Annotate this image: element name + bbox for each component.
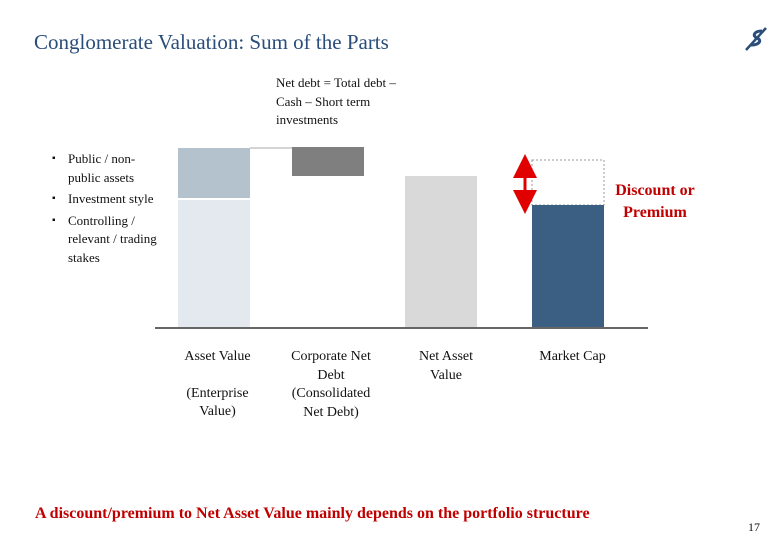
bullet-item: ▪ Public / non-public assets: [52, 151, 136, 185]
discount-premium-label: Discount or Premium: [615, 182, 695, 221]
company-logo-icon: [745, 27, 767, 51]
premium-outline: [531, 159, 605, 206]
net-debt-label: Corporate Net Debt (Consolidated Net Deb…: [291, 349, 371, 420]
market-cap-label: Market Cap: [539, 349, 606, 364]
page-number: 17: [748, 520, 760, 534]
asset-value-bar-upper: [178, 148, 250, 200]
bullet-list: ▪ Public / non-public assets ▪ Investment …: [52, 150, 167, 270]
asset-value-label: Asset Value (Enterprise Value): [184, 349, 251, 419]
market-cap-bar: [532, 205, 604, 328]
bullet-item: ▪ Controlling / relevant / trading stakes: [52, 212, 157, 265]
asset-value-bar-lower: [178, 200, 250, 328]
bullet-item: ▪ Investment style: [52, 191, 154, 206]
page-title: Conglomerate Valuation: Sum of the Parts: [34, 30, 389, 54]
nav-label: Net Asset Value: [418, 349, 474, 383]
net-asset-value-bar: [405, 176, 477, 328]
net-debt-definition: Net debt = Total debt – Cash – Short ter…: [276, 75, 396, 127]
footer-note: A discount/premium to Net Asset Value ma…: [35, 505, 590, 522]
net-debt-bar: [292, 147, 364, 176]
